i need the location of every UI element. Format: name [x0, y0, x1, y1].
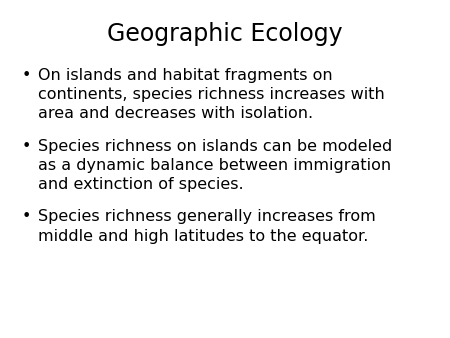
Text: •: •: [22, 68, 32, 83]
Text: Geographic Ecology: Geographic Ecology: [107, 22, 343, 46]
Text: •: •: [22, 209, 32, 224]
Text: Species richness generally increases from
middle and high latitudes to the equat: Species richness generally increases fro…: [38, 209, 376, 244]
Text: •: •: [22, 139, 32, 154]
Text: Species richness on islands can be modeled
as a dynamic balance between immigrat: Species richness on islands can be model…: [38, 139, 392, 192]
Text: On islands and habitat fragments on
continents, species richness increases with
: On islands and habitat fragments on cont…: [38, 68, 385, 121]
